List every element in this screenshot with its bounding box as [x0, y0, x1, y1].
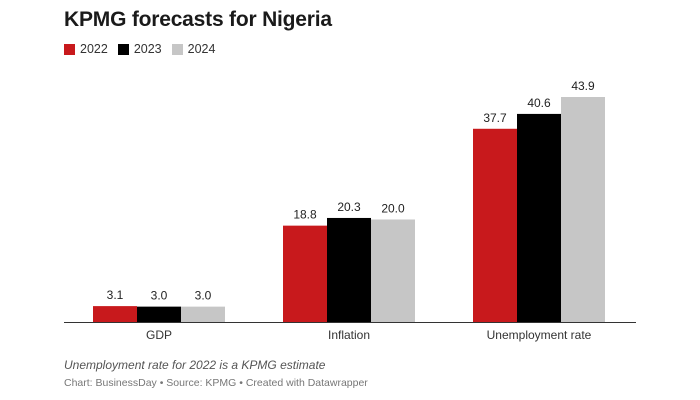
category-label-inflation: Inflation	[328, 328, 370, 342]
legend-label-2024: 2024	[187, 42, 216, 56]
data-label-2024-gdp: 3.0	[195, 289, 212, 303]
data-label-2022-inflation: 18.8	[293, 208, 317, 222]
legend-swatch-2024	[171, 43, 183, 55]
legend-item-2024: 2024	[171, 42, 216, 56]
bar-2024-gdp	[181, 306, 225, 322]
chart-note: Unemployment rate for 2022 is a KPMG est…	[64, 358, 326, 372]
bar-2023-inflation	[327, 217, 371, 322]
bar-2024-inflation	[371, 219, 415, 322]
data-label-2022-gdp: 3.1	[107, 288, 124, 302]
data-label-2023-unemployment-rate: 40.6	[527, 96, 551, 110]
data-label-2024-unemployment-rate: 43.9	[571, 79, 595, 93]
legend-item-2023: 2023	[117, 42, 162, 56]
legend-item-2022: 2022	[64, 42, 108, 56]
chart-title: KPMG forecasts for Nigeria	[64, 8, 332, 31]
legend-swatch-2022	[64, 43, 75, 55]
legend-swatch-2023	[117, 43, 129, 55]
bar-2023-gdp	[137, 306, 181, 322]
bar-2022-gdp	[93, 306, 137, 322]
bar-2024-unemployment-rate	[561, 97, 605, 322]
legend-label-2023: 2023	[133, 42, 162, 56]
category-label-unemployment-rate: Unemployment rate	[487, 328, 592, 342]
legend: 2022 2023 2024	[64, 42, 225, 56]
chart-source: Chart: BusinessDay • Source: KPMG • Crea…	[64, 377, 368, 389]
data-label-2022-unemployment-rate: 37.7	[483, 111, 507, 125]
category-label-gdp: GDP	[146, 328, 172, 342]
bar-2023-unemployment-rate	[517, 113, 561, 322]
data-label-2023-inflation: 20.3	[337, 200, 361, 214]
bar-2022-unemployment-rate	[473, 128, 517, 322]
data-label-2023-gdp: 3.0	[151, 289, 168, 303]
data-label-2024-inflation: 20.0	[381, 201, 405, 215]
bar-2022-inflation	[283, 225, 327, 322]
legend-label-2022: 2022	[80, 42, 108, 56]
bar-chart: 3.1 3.0 3.0 GDP 18.8 20.3 20.0 Inflation 37.7 40.…	[64, 79, 636, 342]
